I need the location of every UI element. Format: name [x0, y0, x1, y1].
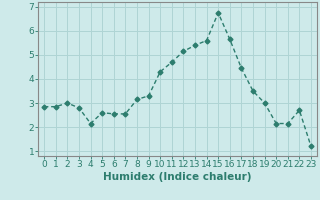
X-axis label: Humidex (Indice chaleur): Humidex (Indice chaleur): [103, 172, 252, 182]
